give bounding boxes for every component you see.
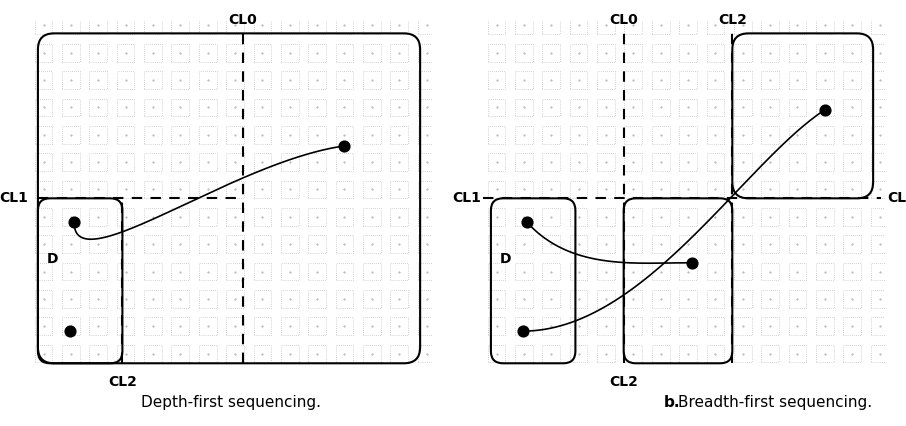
- Text: D: D: [47, 252, 58, 266]
- Text: CL1: CL1: [887, 191, 906, 205]
- Point: [63, 328, 77, 334]
- Point: [516, 328, 530, 334]
- Text: D: D: [500, 252, 511, 266]
- Point: [336, 143, 351, 150]
- Text: CL2: CL2: [718, 13, 747, 27]
- Point: [67, 219, 82, 226]
- Text: b.: b.: [664, 395, 680, 411]
- Text: CL2: CL2: [609, 375, 638, 389]
- Text: CL0: CL0: [610, 13, 638, 27]
- Text: Depth-first sequencing.: Depth-first sequencing.: [141, 395, 321, 411]
- Point: [520, 219, 535, 226]
- Text: CL0: CL0: [228, 13, 257, 27]
- Point: [685, 259, 699, 266]
- Text: CL1: CL1: [0, 191, 28, 205]
- Text: CL2: CL2: [108, 375, 137, 389]
- Text: Breadth-first sequencing.: Breadth-first sequencing.: [678, 395, 872, 411]
- Point: [817, 106, 832, 113]
- Text: CL1: CL1: [452, 191, 481, 205]
